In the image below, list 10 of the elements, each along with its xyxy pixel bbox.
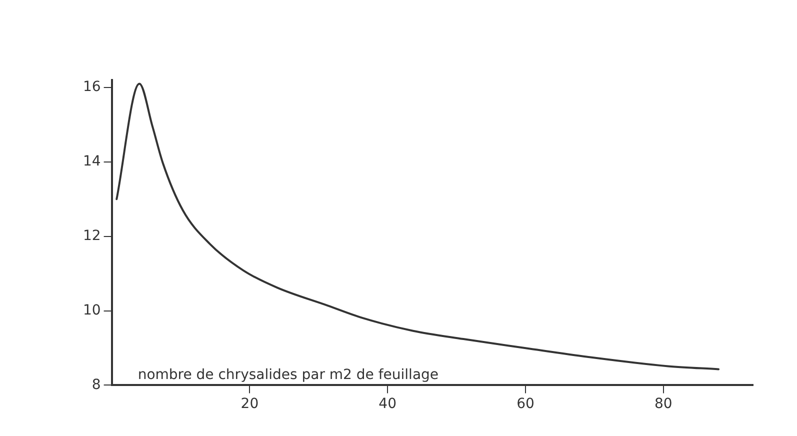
y-tick-label: 12 — [82, 228, 101, 244]
x-tick-label: 40 — [378, 396, 397, 412]
x-tick-label: 20 — [240, 396, 259, 412]
x-tick-label: 80 — [654, 396, 672, 412]
y-tick-label: 16 — [82, 79, 101, 96]
y-tick-label: 14 — [82, 154, 101, 170]
y-tick-label: 8 — [92, 376, 101, 393]
x-tick-label: 60 — [516, 396, 534, 412]
y-tick-label: 10 — [82, 302, 101, 318]
x-axis-title: nombre de chrysalides par m2 de feuillage — [138, 366, 439, 383]
